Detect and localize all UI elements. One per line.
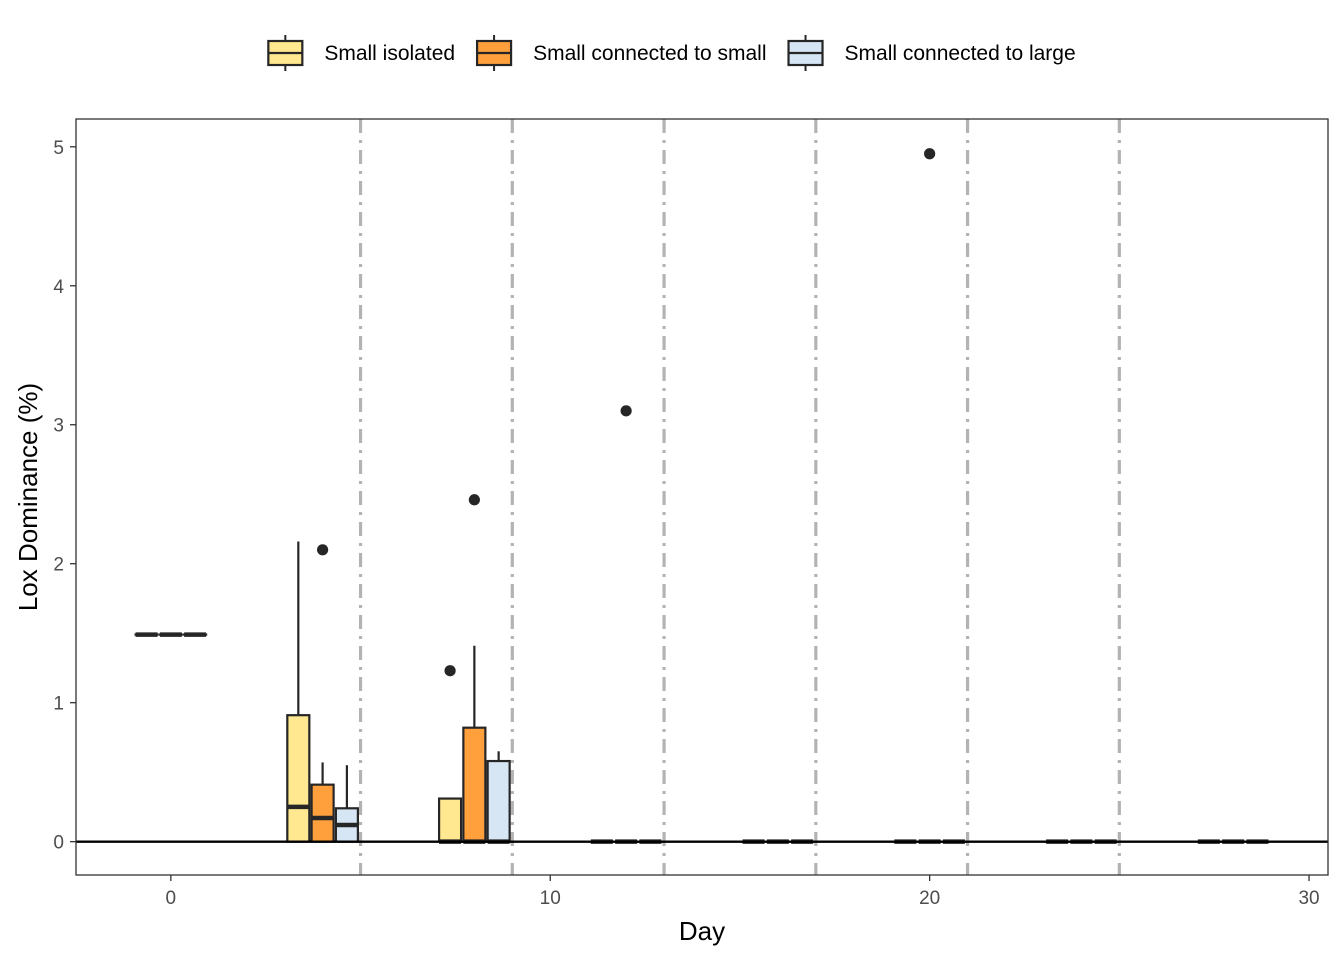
outlier-point <box>620 405 632 417</box>
box-body <box>310 783 335 843</box>
y-tick-label: 5 <box>53 138 64 159</box>
y-tick-label: 1 <box>53 694 64 715</box>
box <box>486 751 511 844</box>
box-body <box>286 714 311 843</box>
box-body <box>437 797 463 843</box>
legend-item: Small connected to small <box>475 35 767 71</box>
box <box>334 765 359 843</box>
legend-item: Small isolated <box>267 35 455 71</box>
legend-label: Small isolated <box>324 42 455 65</box>
x-tick-label: 10 <box>540 888 561 909</box>
outlier-point <box>924 148 936 160</box>
outlier-point <box>444 665 456 677</box>
box <box>286 541 311 843</box>
plot-panel <box>76 119 1328 875</box>
panel-border <box>75 118 1329 876</box>
outlier-point <box>317 544 329 556</box>
x-tick-label: 30 <box>1298 888 1319 909</box>
legend: Small isolated Small connected to small Sm… <box>267 35 1076 71</box>
plot-area <box>76 119 1328 875</box>
y-tick-label: 2 <box>53 555 64 576</box>
y-tick-label: 3 <box>53 416 64 437</box>
legend-label: Small connected to large <box>845 42 1076 65</box>
x-tick-label: 0 <box>166 888 177 909</box>
box-body <box>462 726 487 843</box>
x-tick-label: 20 <box>919 888 940 909</box>
x-axis-title: Day <box>679 916 725 946</box>
legend-item: Small connected to large <box>787 35 1076 71</box>
y-tick-label: 0 <box>53 833 64 854</box>
y-axis-title: Lox Dominance (%) <box>13 383 43 611</box>
y-tick-label: 4 <box>53 277 64 298</box>
outlier-point <box>468 494 480 506</box>
legend-label: Small connected to small <box>533 42 766 65</box>
box-body <box>486 759 511 843</box>
